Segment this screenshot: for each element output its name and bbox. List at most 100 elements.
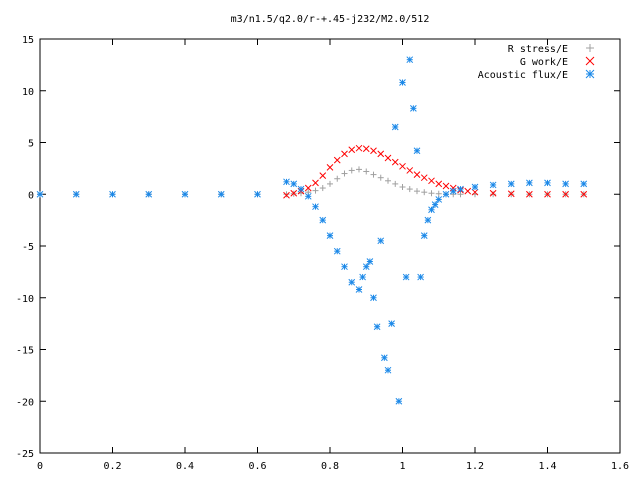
- x-tick-label: 0.4: [176, 461, 194, 472]
- data-point: [526, 179, 533, 187]
- data-point: [399, 184, 406, 191]
- data-point: [464, 187, 472, 195]
- data-point: [391, 158, 399, 166]
- legend-label: R stress/E: [508, 44, 568, 55]
- data-point: [319, 216, 327, 224]
- data-point: [442, 190, 450, 198]
- data-point: [507, 190, 515, 198]
- data-point: [362, 263, 370, 271]
- axis-ticks: 0 0.2 0.4 0.6 0.8 1 1.2 1.4 1.6 15 10 5 0 -5 -10 -15 -20…: [16, 35, 629, 472]
- data-point: [562, 180, 569, 188]
- data-point: [406, 56, 414, 64]
- data-point: [402, 273, 410, 281]
- data-point: [359, 273, 366, 281]
- data-point: [327, 180, 333, 187]
- data-point: [341, 170, 348, 177]
- data-point: [431, 201, 439, 208]
- y-tick-label: -20: [16, 397, 34, 408]
- data-point: [392, 180, 399, 187]
- y-tick-label: -15: [16, 346, 34, 357]
- data-point: [471, 183, 479, 191]
- data-point: [489, 181, 497, 189]
- data-point: [362, 145, 370, 153]
- data-point: [406, 186, 413, 193]
- data-point: [490, 191, 497, 198]
- data-point: [544, 179, 551, 187]
- x-tick-label: 0.6: [248, 461, 266, 472]
- data-point: [388, 320, 395, 327]
- series-0: [37, 166, 587, 198]
- legend: R stress/E G work/E Acoustic flux/E: [478, 44, 595, 81]
- data-point: [424, 216, 432, 224]
- y-tick-label: 10: [22, 87, 34, 98]
- data-point: [319, 172, 327, 179]
- data-point: [356, 166, 362, 173]
- y-tick-label: 0: [28, 190, 34, 201]
- data-point: [435, 190, 442, 197]
- data-point: [72, 190, 80, 198]
- data-point: [283, 191, 290, 198]
- data-point: [406, 167, 414, 174]
- data-point: [580, 180, 588, 188]
- x-tick-label: 1.6: [611, 461, 629, 472]
- data-point: [217, 190, 225, 198]
- x-tick-label: 1: [399, 461, 405, 472]
- data-point: [435, 196, 443, 203]
- data-point: [562, 190, 569, 198]
- data-point: [145, 190, 153, 198]
- data-point: [381, 354, 388, 362]
- data-point: [391, 123, 399, 131]
- data-point: [181, 190, 189, 198]
- data-point: [377, 150, 385, 158]
- data-point: [410, 104, 417, 112]
- data-point: [544, 190, 551, 198]
- y-tick-label: -10: [16, 294, 34, 305]
- data-point: [428, 190, 435, 197]
- data-point: [457, 191, 464, 198]
- data-point: [428, 177, 435, 185]
- data-point: [326, 163, 334, 171]
- data-point: [395, 397, 403, 405]
- data-point: [377, 174, 384, 181]
- data-point: [507, 180, 515, 188]
- data-point: [334, 175, 341, 182]
- legend-marker: [586, 44, 594, 52]
- x-tick-label: 0.8: [321, 461, 339, 472]
- data-point: [366, 258, 374, 265]
- data-point: [333, 247, 341, 255]
- y-tick-label: 15: [22, 35, 34, 46]
- data-point: [36, 190, 44, 198]
- legend-marker: [585, 69, 595, 79]
- data-point: [109, 190, 116, 198]
- data-point: [449, 184, 457, 192]
- data-point: [304, 192, 312, 200]
- data-point: [348, 146, 356, 154]
- plot-frame: [39, 38, 621, 454]
- data-point: [420, 232, 428, 240]
- y-tick-label: -25: [16, 449, 34, 460]
- x-tick-label: 0.2: [103, 461, 121, 472]
- x-tick-label: 1.2: [466, 461, 484, 472]
- y-tick-label: 5: [28, 139, 34, 150]
- x-tick-label: 0: [37, 461, 43, 472]
- data-point: [312, 203, 319, 211]
- data-marks: [36, 56, 588, 405]
- data-point: [370, 147, 377, 155]
- data-point: [355, 144, 363, 152]
- data-point: [377, 237, 385, 245]
- data-point: [449, 187, 457, 195]
- data-point: [457, 185, 464, 193]
- chart-title: m3/n1.5/q2.0/r-+.45-j232/M2.0/512: [231, 14, 430, 25]
- data-point: [399, 79, 406, 86]
- data-point: [312, 187, 319, 194]
- data-point: [428, 206, 435, 214]
- data-point: [373, 323, 381, 331]
- data-point: [413, 171, 421, 178]
- data-point: [290, 189, 298, 197]
- data-point: [384, 366, 392, 374]
- data-point: [341, 150, 348, 158]
- data-point: [319, 185, 326, 192]
- data-point: [385, 177, 391, 184]
- data-point: [326, 232, 334, 240]
